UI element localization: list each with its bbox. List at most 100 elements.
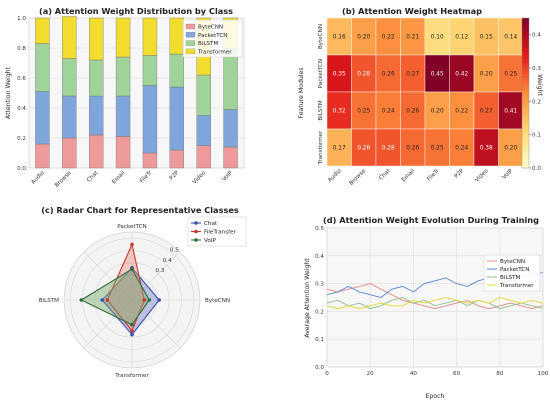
bar-segment: [223, 146, 238, 169]
heatmap-cell-label: 0.41: [504, 109, 517, 115]
heatmap-row-label: Transformer: [318, 130, 324, 165]
panel-a-x-tick-label: Audio: [30, 170, 46, 186]
colorbar-segment: [522, 63, 529, 68]
colorbar-segment: [522, 108, 529, 113]
radar-spoke: [131, 299, 181, 349]
heatmap-cell-label: 0.45: [431, 72, 444, 78]
heatmap-cell-label: 0.10: [431, 35, 444, 41]
heatmap-cell-label: 0.26: [406, 146, 419, 152]
heatmap-cell-label: 0.25: [504, 72, 517, 78]
heatmap-cell: [326, 91, 352, 130]
heatmap-cell-label: 0.38: [480, 146, 493, 152]
radar-spoke: [131, 251, 181, 301]
colorbar-segment: [522, 25, 529, 30]
series-line: [326, 297, 544, 310]
legend-swatch: [185, 48, 196, 55]
heatmap-column-label: Audio: [327, 168, 343, 184]
heatmap-cell: [449, 17, 475, 56]
legend-marker: [194, 229, 198, 234]
panel-a-x-tick-label: FileTr: [139, 170, 154, 185]
heatmap-cell: [400, 54, 426, 93]
heatmap-cell-label: 0.28: [357, 72, 370, 78]
heatmap-cell: [498, 54, 524, 93]
heatmap-cell-label: 0.35: [333, 72, 346, 78]
panel-a-x-tick-label: Browse: [54, 170, 73, 189]
radar-r-tick-label: 0.3: [156, 268, 165, 274]
legend-swatch: [185, 32, 196, 38]
colorbar-segment: [522, 74, 529, 79]
heatmap-cell: [351, 128, 377, 167]
panel-a-legend: ByteCNN PacketTCN BiLSTM Transformer: [182, 19, 243, 58]
heatmap-cell-label: 0.28: [357, 146, 370, 152]
heatmap-cell-label: 0.22: [455, 109, 468, 115]
radar-spoke: [83, 251, 133, 301]
colorbar-segment: [522, 115, 529, 120]
heatmap-cell: [473, 54, 499, 93]
heatmap-cell-label: 0.27: [480, 109, 493, 115]
colorbar-segment: [522, 44, 529, 49]
colorbar-label: Weight: [536, 74, 543, 96]
panel-a-y-tick-label: 1.0: [17, 16, 26, 22]
radar-axis-label: ByteCNN: [205, 298, 230, 304]
legend-marker: [194, 221, 198, 225]
heatmap-cell: [400, 128, 426, 167]
panel-d-legend: ByteCNN PacketTCN BiLSTM Transformer: [483, 254, 541, 292]
heatmap-cell: [351, 54, 377, 93]
radar-axis-label: Transformer: [114, 373, 149, 379]
bar-segment: [196, 145, 211, 169]
radar-spoke: [83, 299, 133, 349]
bar-segment: [142, 55, 158, 86]
heatmap-cell-label: 0.12: [455, 35, 468, 41]
bar-segment: [169, 149, 184, 169]
radar-axis-label: BiLSTM: [39, 298, 59, 304]
heatmap-cell-label: 0.27: [406, 72, 419, 78]
bar-segment: [62, 95, 77, 139]
panel-d-x-tick-label: 80: [496, 371, 504, 377]
heatmap-cell-label: 0.24: [455, 146, 468, 152]
legend-marker: [194, 238, 198, 242]
bar-segment: [35, 17, 50, 44]
radar-point: [142, 298, 147, 302]
radar-point: [130, 332, 134, 337]
panel-a-x-tick-label: P2P: [169, 170, 181, 182]
heatmap-cell: [498, 17, 524, 56]
radar-point: [147, 298, 152, 302]
heatmap-cell-label: 0.20: [431, 109, 444, 115]
colorbar-segment: [522, 36, 529, 41]
legend-swatch: [185, 40, 196, 46]
bar-segment: [88, 134, 104, 169]
colorbar-segment: [522, 70, 529, 75]
heatmap-row-label: BiLSTM: [318, 100, 324, 120]
colorbar-segment: [522, 40, 529, 45]
radar-r-tick-label: 0.4: [163, 258, 172, 264]
colorbar-segment: [522, 48, 529, 53]
colorbar-segment: [522, 85, 529, 90]
panel-d-x-tick-label: 40: [410, 371, 418, 377]
radar-axis-label: PacketTCN: [117, 224, 146, 230]
heatmap-cell: [424, 17, 450, 56]
heatmap-cell-label: 0.26: [406, 109, 419, 115]
heatmap-cell: [326, 17, 352, 56]
colorbar-segment: [522, 55, 529, 60]
bar-segment: [142, 85, 158, 154]
colorbar-segment: [522, 89, 529, 94]
colorbar-segment: [522, 29, 529, 34]
colorbar-segment: [522, 104, 529, 109]
colorbar-segment: [522, 130, 529, 135]
legend-label: ByteCNN: [198, 25, 223, 31]
bar-segment: [62, 137, 77, 169]
panel-d-y-tick-label: 0.4: [315, 254, 324, 260]
colorbar-segment: [522, 100, 529, 105]
colorbar-outline: [521, 17, 530, 169]
panel-a-y-tick-label: 0.2: [17, 136, 26, 142]
colorbar-tick-label: 0.4: [532, 33, 541, 39]
radar-point: [130, 322, 134, 327]
legend-label: Transformer: [197, 49, 232, 55]
heatmap-cell-label: 0.25: [431, 146, 444, 152]
heatmap-column-label: Chat: [378, 168, 392, 182]
legend-swatch: [185, 23, 196, 30]
bar-segment: [88, 17, 104, 61]
heatmap-cell: [351, 91, 377, 130]
panel-d-x-axis-label: Epoch: [426, 393, 445, 400]
heatmap-column-label: Email: [401, 168, 417, 184]
